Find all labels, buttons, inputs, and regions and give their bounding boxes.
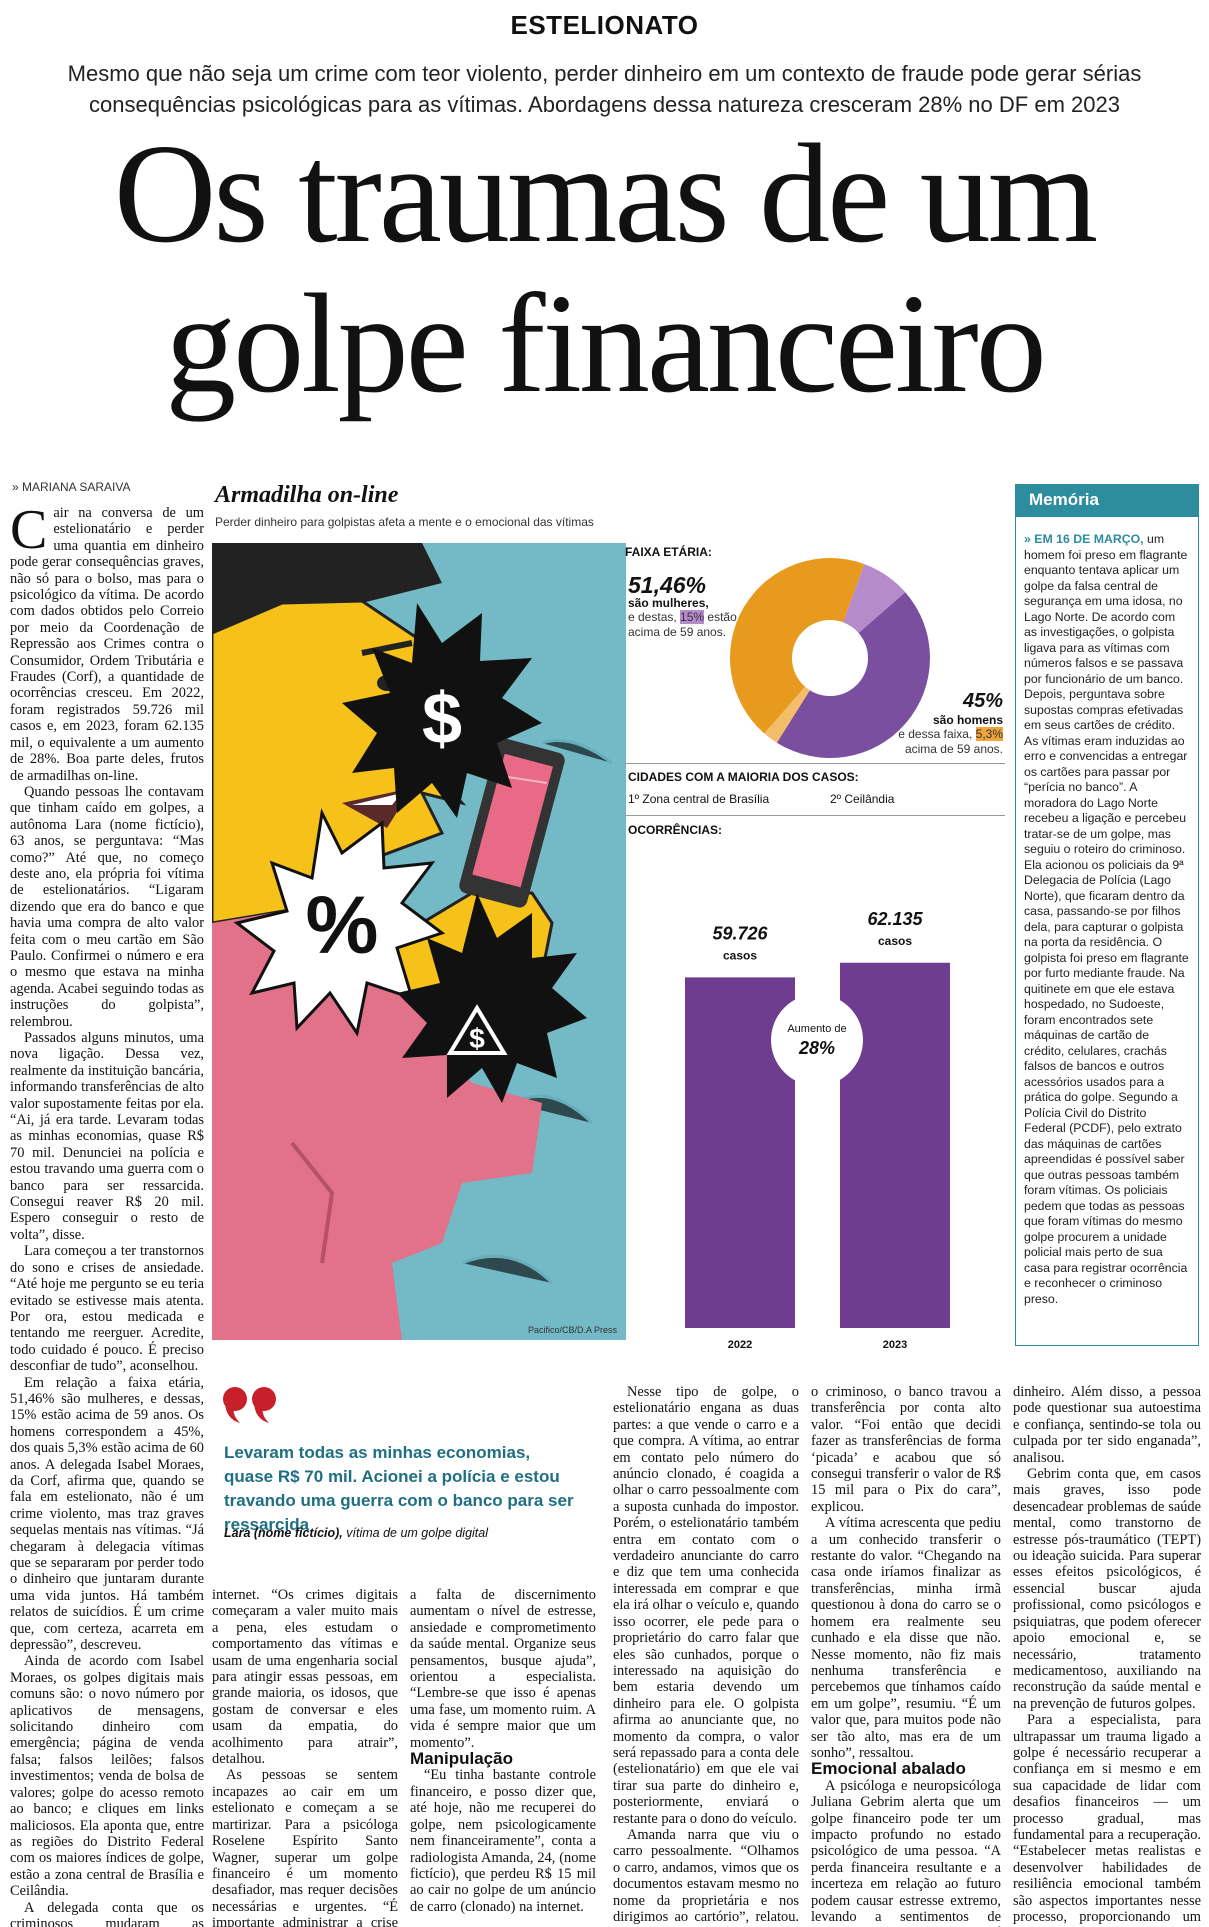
pull-quote: Levaram todas as minhas economias, quase… <box>224 1443 574 1534</box>
bar-value-label: 62.135 <box>867 909 923 929</box>
note-text: acima de 59 anos. <box>904 742 1003 756</box>
memoria-box <box>1015 516 1199 1346</box>
note-text: e destas, <box>628 610 681 624</box>
bar-unit-label: casos <box>878 934 912 948</box>
paragraph: a falta de discernimento aumentam o níve… <box>410 1587 596 1751</box>
men-label: são homens <box>932 713 1003 727</box>
paragraph: Nesse tipo de golpe, o estelionatário en… <box>613 1384 799 1827</box>
women-note: e destas, 15% estão acima de 59 anos. <box>628 610 748 640</box>
illustration-credit: Pacifico/CB/D.A Press <box>528 1325 618 1335</box>
paragraph: “Eu tinha bastante controle financeiro, … <box>410 1767 596 1915</box>
bar-category-label: 2022 <box>728 1339 752 1350</box>
quote-role: vítima de um golpe digital <box>342 1526 488 1540</box>
quote-marks-icon <box>223 1387 276 1423</box>
men-percentage: 45% <box>962 690 1003 712</box>
highlight-value: 5,3% <box>975 727 1003 741</box>
subhead: Manipulação <box>410 1749 513 1769</box>
paragraph: A delegada conta que os criminosos mudar… <box>10 1899 204 1927</box>
paragraph: dinheiro. Além disso, a pessoa pode ques… <box>1013 1384 1201 1466</box>
pie-slice <box>776 592 930 758</box>
paragraph: Gebrim conta que, em casos mais graves, … <box>1013 1466 1201 1712</box>
article-column-5: o criminoso, o banco travou a transferên… <box>811 1384 1001 1927</box>
paragraph: Em relação a faixa etária, 51,46% são mu… <box>10 1374 204 1654</box>
dropcap: C <box>10 505 48 561</box>
memoria-text: » EM 16 DE MARÇO, um homem foi preso em … <box>1024 532 1190 1307</box>
article-column-6: dinheiro. Além disso, a pessoa pode ques… <box>1013 1384 1201 1927</box>
memoria-header: Memória <box>1015 484 1199 516</box>
headline: Os traumas de um golpe financeiro <box>113 114 1098 422</box>
warning-dollar-icon: $ <box>469 1023 485 1054</box>
paragraph: Quando pessoas lhe contavam que tinham c… <box>10 783 204 1030</box>
article-column-2: internet. “Os crimes digitais começaram … <box>212 1587 398 1927</box>
increase-value: 28% <box>798 1038 835 1058</box>
note-text: e dessa faixa, <box>898 727 976 741</box>
bar-category-label: 2023 <box>883 1339 907 1350</box>
paragraph: internet. “Os crimes digitais começaram … <box>212 1587 398 1768</box>
paragraph: As pessoas se sentem incapazes ao cair e… <box>212 1767 398 1927</box>
paragraph: A psicóloga e neuropsicóloga Juliana Geb… <box>811 1777 1001 1927</box>
byline: » MARIANA SARAIVA <box>12 480 131 494</box>
memoria-title: Memória <box>1029 490 1099 509</box>
memoria-lead: » EM 16 DE MARÇO, <box>1024 532 1144 546</box>
cities-title: CIDADES COM A MAIORIA DOS CASOS: <box>628 770 859 784</box>
men-note: e dessa faixa, 5,3% acima de 59 anos. <box>870 727 1003 757</box>
note-text: estão acima de 59 anos. <box>628 610 737 639</box>
paragraph: air na conversa de um estelionatário e p… <box>10 505 204 784</box>
divider <box>625 815 1005 816</box>
illustration: $ % $ Pacifico/CB/D.A Press <box>212 543 626 1340</box>
memoria-body: um homem foi preso em flagrante enquanto… <box>1024 532 1189 1306</box>
women-percentage: 51,46% <box>628 572 707 598</box>
pie-slice <box>730 558 865 734</box>
age-chart-title: FAIXA ETÁRIA: <box>625 545 712 559</box>
paragraph: Passados alguns minutos, uma nova ligaçã… <box>10 1030 204 1243</box>
subhead: Emocional abalado <box>811 1759 966 1779</box>
age-pie-chart <box>730 558 930 758</box>
paragraph: Para a especialista, para ultrapassar um… <box>1013 1712 1201 1927</box>
article-column-3: a falta de discernimento aumentam o níve… <box>410 1587 596 1927</box>
paragraph: Amanda narra que viu o carro pessoalment… <box>613 1826 799 1927</box>
occurrences-title: OCORRÊNCIAS: <box>628 823 723 837</box>
paragraph: o criminoso, o banco travou a transferên… <box>811 1384 1001 1515</box>
percent-icon: % <box>306 880 379 971</box>
pie-slice <box>764 686 810 743</box>
women-label: são mulheres, <box>628 596 709 610</box>
paragraph: Ainda de acordo com Isabel Moraes, os go… <box>10 1653 204 1900</box>
highlight-value: 15% <box>680 610 705 624</box>
bar-value-label: 59.726 <box>712 923 768 943</box>
increase-badge <box>771 994 863 1086</box>
infographic-title: Armadilha on-line <box>215 482 399 508</box>
deck: Mesmo que não seja um crime com teor vio… <box>67 61 1142 117</box>
article-column-4: Nesse tipo de golpe, o estelionatário en… <box>613 1384 799 1927</box>
divider <box>625 763 1005 764</box>
paragraph: A vítima acrescenta que pediu a um conhe… <box>811 1515 1001 1761</box>
dollar-icon: $ <box>422 679 462 759</box>
city-first: 1º Zona central de Brasília <box>628 792 770 806</box>
section-label: ESTELIONATO <box>510 10 699 40</box>
pie-slice <box>843 564 906 634</box>
infographic-subtitle: Perder dinheiro para golpistas afeta a m… <box>215 515 594 529</box>
city-second: 2º Ceilândia <box>830 792 895 806</box>
quote-name: Lara (nome fictício), <box>224 1526 343 1540</box>
increase-label: Aumento de <box>787 1023 846 1035</box>
quote-attribution: Lara (nome fictício), vítima de um golpe… <box>224 1526 488 1540</box>
paragraph: Lara começou a ter transtornos do sono e… <box>10 1243 204 1375</box>
occurrences-bar-chart: 59.726 casos 2022 62.135 casos 2023 Aumento de… <box>685 909 950 1350</box>
illustration-art: $ % $ Pacifico/CB/D.A Press <box>212 543 626 1340</box>
bar-unit-label: casos <box>723 948 757 962</box>
